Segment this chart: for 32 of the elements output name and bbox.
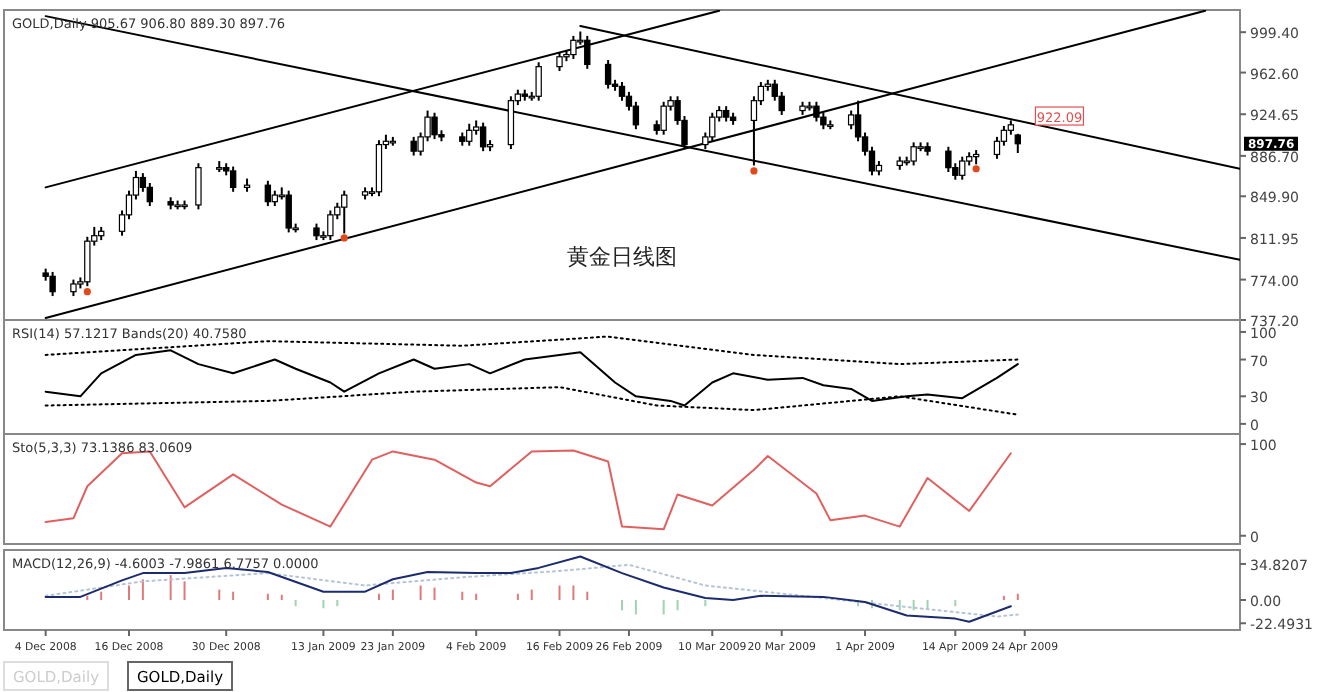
- point: [340, 234, 348, 242]
- candlestick: [195, 162, 202, 211]
- candlestick: [466, 122, 473, 147]
- candlestick: [375, 139, 383, 198]
- annotation: 黄金日线图: [567, 244, 677, 271]
- candlestick: [709, 111, 716, 143]
- candlestick: [341, 189, 348, 235]
- candlestick: [285, 189, 292, 234]
- candlestick: [49, 270, 56, 298]
- candlestick: [479, 121, 487, 153]
- candlestick: [660, 100, 667, 136]
- candlestick: [327, 209, 334, 242]
- candlestick: [431, 111, 438, 141]
- candlestick: [229, 165, 237, 193]
- candlestick: [910, 141, 917, 167]
- candlestick: [632, 100, 640, 131]
- candlestick: [584, 34, 591, 70]
- point: [750, 167, 758, 175]
- candlestick: [604, 59, 612, 90]
- candlestick: [556, 51, 563, 73]
- candlestick: [84, 235, 91, 288]
- candlestick: [945, 145, 952, 174]
- candlestick: [847, 109, 855, 131]
- candlestick: [507, 95, 515, 150]
- point: [83, 288, 91, 296]
- point: [972, 165, 980, 173]
- candlestick: [410, 135, 417, 157]
- candlestick: [813, 100, 820, 123]
- candlestick: [959, 155, 966, 181]
- candlestick: [535, 61, 542, 102]
- candlestick: [264, 179, 272, 208]
- candlestick: [570, 34, 577, 60]
